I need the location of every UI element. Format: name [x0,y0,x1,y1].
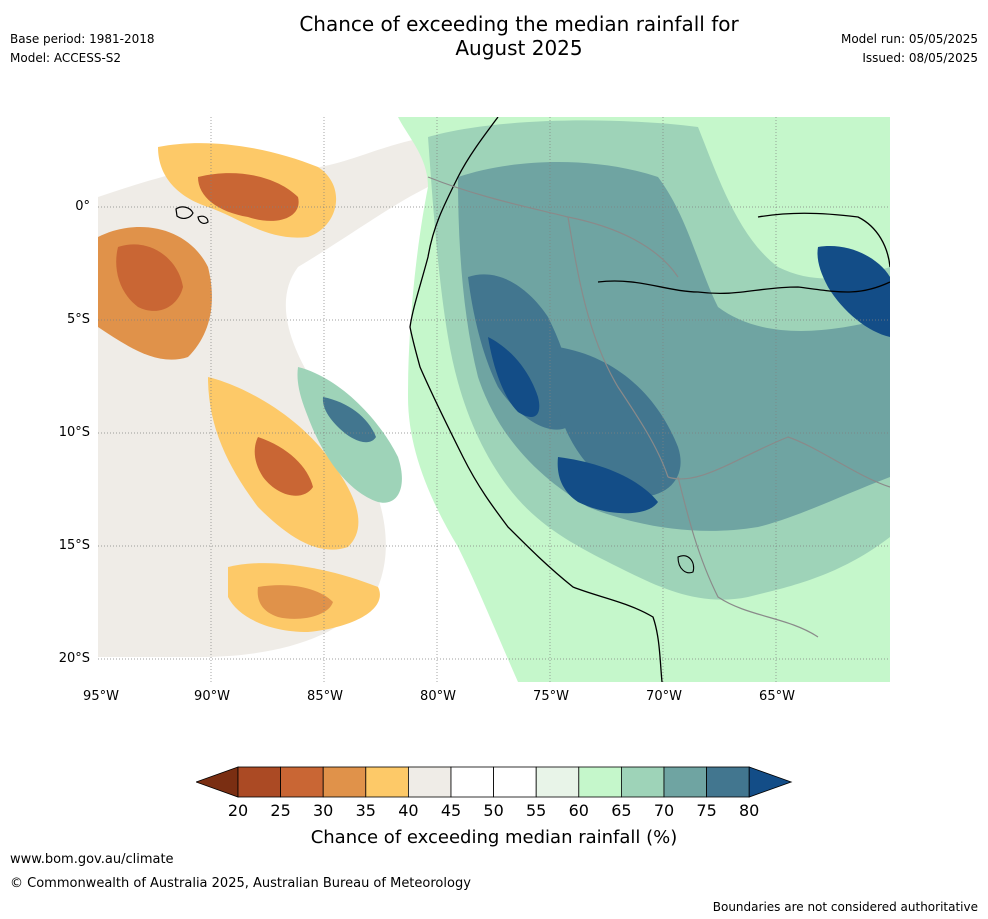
colorbar-cell [620,766,665,798]
colorbar [196,766,793,798]
colorbar-tick-label: 75 [696,801,717,820]
map-title: Chance of exceeding the median rainfall … [0,12,988,60]
wet-zone-core-1 [468,274,572,430]
graticule [98,117,890,682]
colorbar-tick-label: 80 [739,801,760,820]
issued-date: Issued: 08/05/2025 [862,51,978,65]
colorbar-tick-label: 70 [653,801,675,820]
wet-zone-max-1 [488,337,540,417]
wet-zone-high [458,162,890,531]
colorbar-extend-high [748,766,793,798]
galapagos-island-2 [197,215,209,224]
map-canvas [98,117,890,682]
model-run: Model run: 05/05/2025 [840,32,978,46]
lat-label-20s: 20°S [58,651,90,666]
colorbar-label: Chance of exceeding median rainfall (%) [310,827,678,848]
north-coast [757,212,890,268]
colorbar-cell [493,766,537,798]
colorbar-cell [322,766,367,798]
colorbar-cell [280,766,324,798]
lat-label-0: 0° [75,199,90,214]
colorbar-tick-label: 55 [526,801,547,820]
very-dry-zone-north [198,173,299,221]
colorbar-cell [535,766,580,798]
colorbar-cell [450,766,494,798]
coastline [409,117,663,682]
lat-label-15s: 15°S [58,538,90,553]
wet-zone-max-2 [557,457,658,514]
colorbar-tick-label: 20 [227,801,249,820]
colorbar-cell [706,766,750,798]
colorbar-cell [663,766,707,798]
colorbar-cell [365,766,409,798]
lon-label-90w: 90°W [194,689,230,704]
colorbar-tick-label: 60 [568,801,589,820]
lon-label-65w: 65°W [759,689,795,704]
footer-disclaimer: Boundaries are not considered authoritat… [712,900,978,914]
colorbar-tick-label: 65 [611,801,632,820]
colorbar-cell [578,766,622,798]
title-line-2: August 2025 [455,36,583,60]
dry-core-far-south [257,585,333,619]
lake-titicaca [677,555,695,574]
wet-zone-core-2 [554,347,681,497]
country-borders [427,176,890,638]
lon-label-95w: 95°W [83,689,119,704]
footer-url[interactable]: www.bom.gov.au/climate [10,852,174,867]
lon-label-85w: 85°W [307,689,343,704]
lon-label-80w: 80°W [420,689,456,704]
very-dry-zone-west [116,244,183,311]
very-dry-zone-south [254,437,313,496]
lon-label-75w: 75°W [533,689,569,704]
title-line-1: Chance of exceeding the median rainfall … [299,12,739,36]
colorbar-cell [237,766,281,798]
lon-label-70w: 70°W [646,689,682,704]
wet-core-ocean [322,397,376,443]
forecast-map [98,117,890,682]
amazon-outline [597,280,890,295]
galapagos-island [175,206,194,219]
colorbar-tick-label: 25 [270,801,291,820]
footer-copyright: © Commonwealth of Australia 2025, Austra… [10,876,471,891]
lat-label-5s: 5°S [66,312,90,327]
colorbar-tick-label: 30 [313,801,334,820]
colorbar-cell [407,766,452,798]
lat-label-10s: 10°S [58,425,90,440]
colorbar-tick-label: 35 [355,801,376,820]
colorbar-tick-label: 45 [440,801,462,820]
colorbar-tick-label: 50 [483,801,504,820]
model-name: Model: ACCESS-S2 [10,51,122,65]
colorbar-tick-label: 40 [398,801,419,820]
colorbar-extend-low [196,766,239,798]
base-period: Base period: 1981-2018 [10,32,155,46]
